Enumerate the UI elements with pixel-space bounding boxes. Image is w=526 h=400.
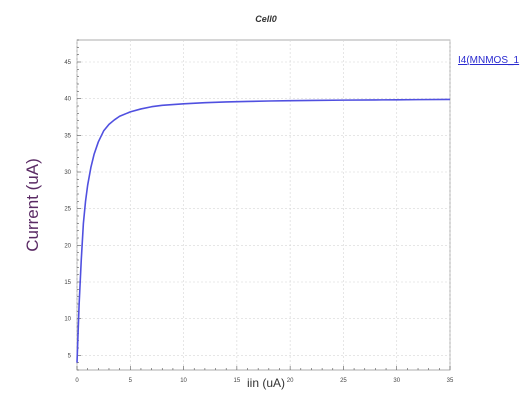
y-axis-label: Current (uA) <box>23 158 42 252</box>
legend-entry[interactable]: I4(MNMOS_1 <box>458 55 520 66</box>
y-tick-label: 20 <box>64 243 71 249</box>
x-tick-label: 20 <box>287 378 294 384</box>
y-tick-label: 35 <box>64 133 71 139</box>
x-tick-labels: 0 5 10 15 20 25 30 35 <box>75 378 454 384</box>
y-tick-label: 5 <box>68 353 72 359</box>
x-tick-label: 25 <box>340 378 347 384</box>
series-line-0 <box>76 98 451 363</box>
x-tick-label: 0 <box>75 378 79 384</box>
x-tick-label: 30 <box>393 378 400 384</box>
x-tick-label: 15 <box>234 378 241 384</box>
grid <box>76 40 451 370</box>
plot-area <box>76 39 451 371</box>
x-axis-label: iin (uA) <box>247 376 285 390</box>
chart-title: Cell0 <box>255 14 277 24</box>
y-tick-label: 45 <box>64 60 71 66</box>
axis-ticks <box>76 39 451 371</box>
y-tick-label: 10 <box>64 317 71 323</box>
y-tick-labels: 5 10 15 20 25 30 35 40 45 <box>64 60 71 359</box>
series-group <box>76 98 451 363</box>
y-tick-label: 40 <box>64 97 71 103</box>
x-tick-label: 35 <box>447 378 454 384</box>
x-tick-label: 10 <box>180 378 187 384</box>
y-tick-label: 25 <box>64 207 71 213</box>
y-tick-label: 15 <box>64 280 71 286</box>
y-tick-label: 30 <box>64 170 71 176</box>
x-tick-label: 5 <box>129 378 133 384</box>
